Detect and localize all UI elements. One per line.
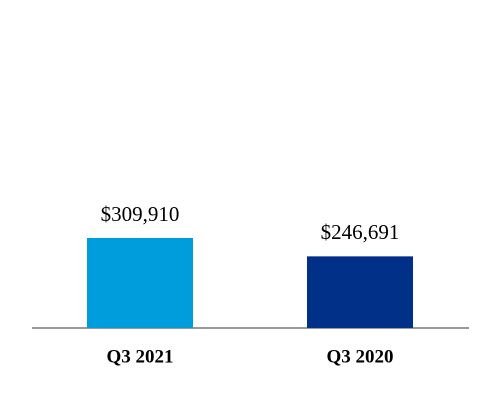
- bar: [307, 256, 413, 328]
- value-label: $246,691: [321, 220, 400, 244]
- x-tick-label: Q3 2021: [106, 346, 173, 367]
- x-tick-label: Q3 2020: [326, 346, 393, 367]
- value-label: $309,910: [101, 202, 180, 226]
- bar: [87, 238, 193, 328]
